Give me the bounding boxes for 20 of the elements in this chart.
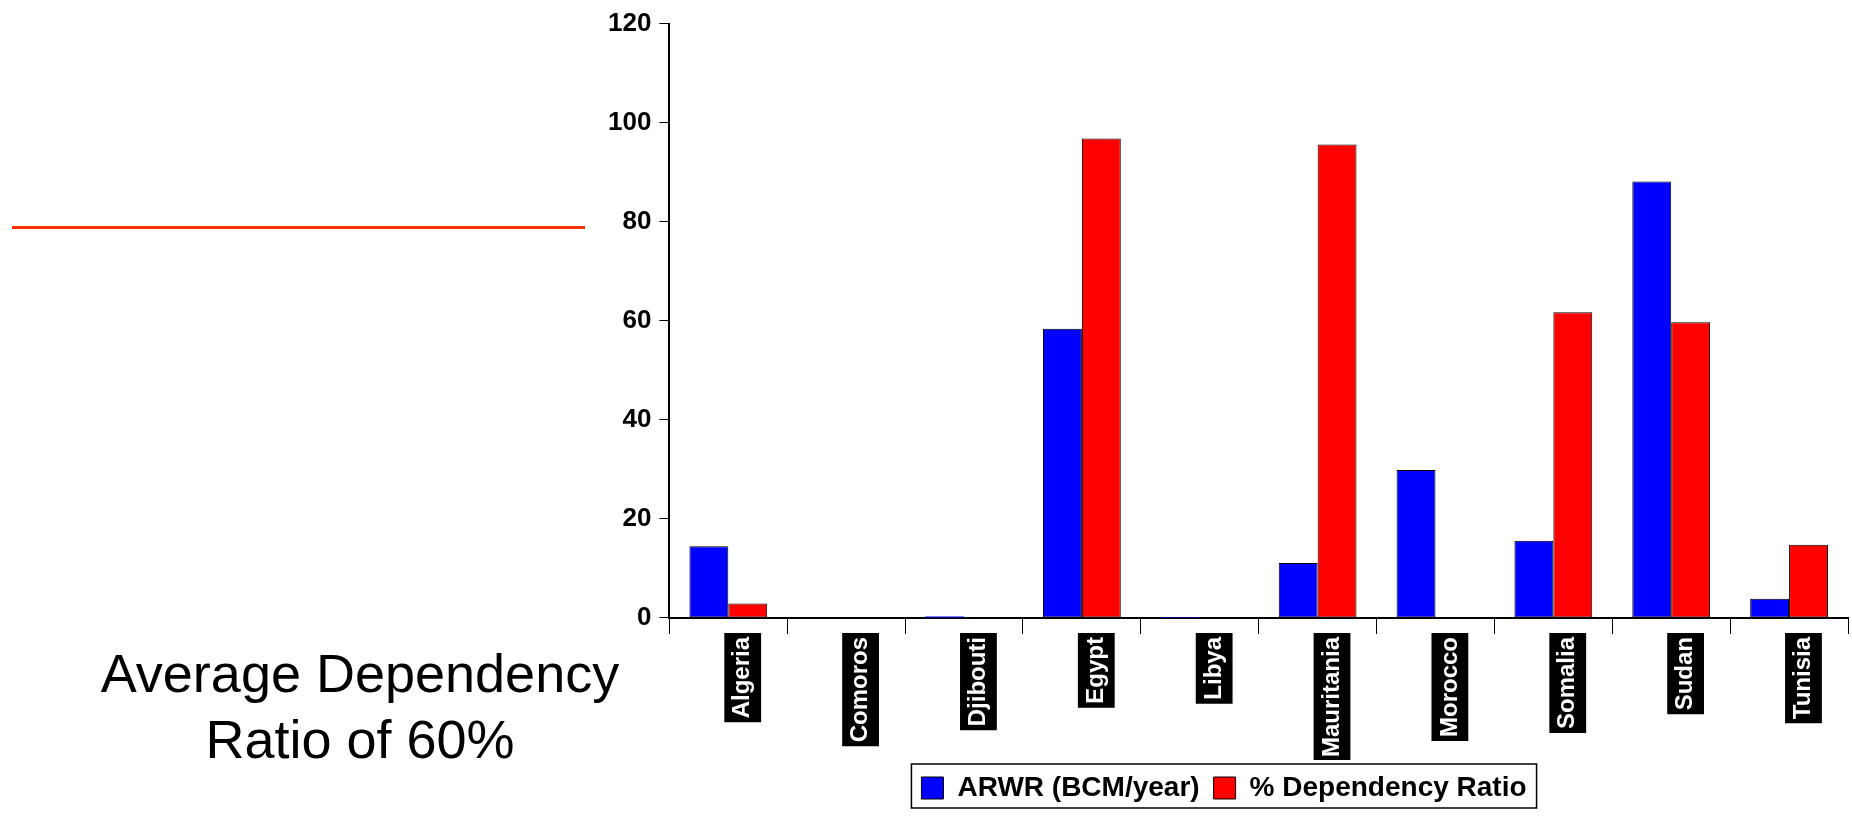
y-tick-label: 20 — [622, 502, 652, 533]
y-tick-label: 0 — [636, 601, 652, 632]
x-tick-label: Morocco — [1434, 636, 1462, 737]
y-tick-label: 120 — [607, 6, 652, 37]
y-tick-label: 60 — [622, 303, 652, 334]
y-tick-label: 80 — [622, 204, 652, 235]
x-tick-label: Sudan — [1670, 636, 1698, 711]
x-tick-label: Djibouti — [963, 636, 991, 727]
x-tick-label: Egypt — [1080, 636, 1108, 704]
x-tick-label: Algeria — [727, 636, 755, 719]
legend-label: ARWR (BCM/year) — [957, 770, 1200, 802]
x-tick-label: Mauritania — [1316, 636, 1344, 758]
x-tick-label: Somalia — [1552, 636, 1580, 730]
text: Average Dependency Ratio of 60% — [99, 642, 621, 771]
x-tick-label: Libya — [1198, 636, 1226, 700]
legend-label: % Dependency Ratio — [1249, 770, 1527, 802]
x-tick-label: Comoros — [845, 636, 873, 743]
x-tick-label: Tunisia — [1788, 636, 1816, 720]
y-tick-label: 40 — [622, 403, 652, 434]
y-tick-label: 100 — [607, 105, 652, 136]
